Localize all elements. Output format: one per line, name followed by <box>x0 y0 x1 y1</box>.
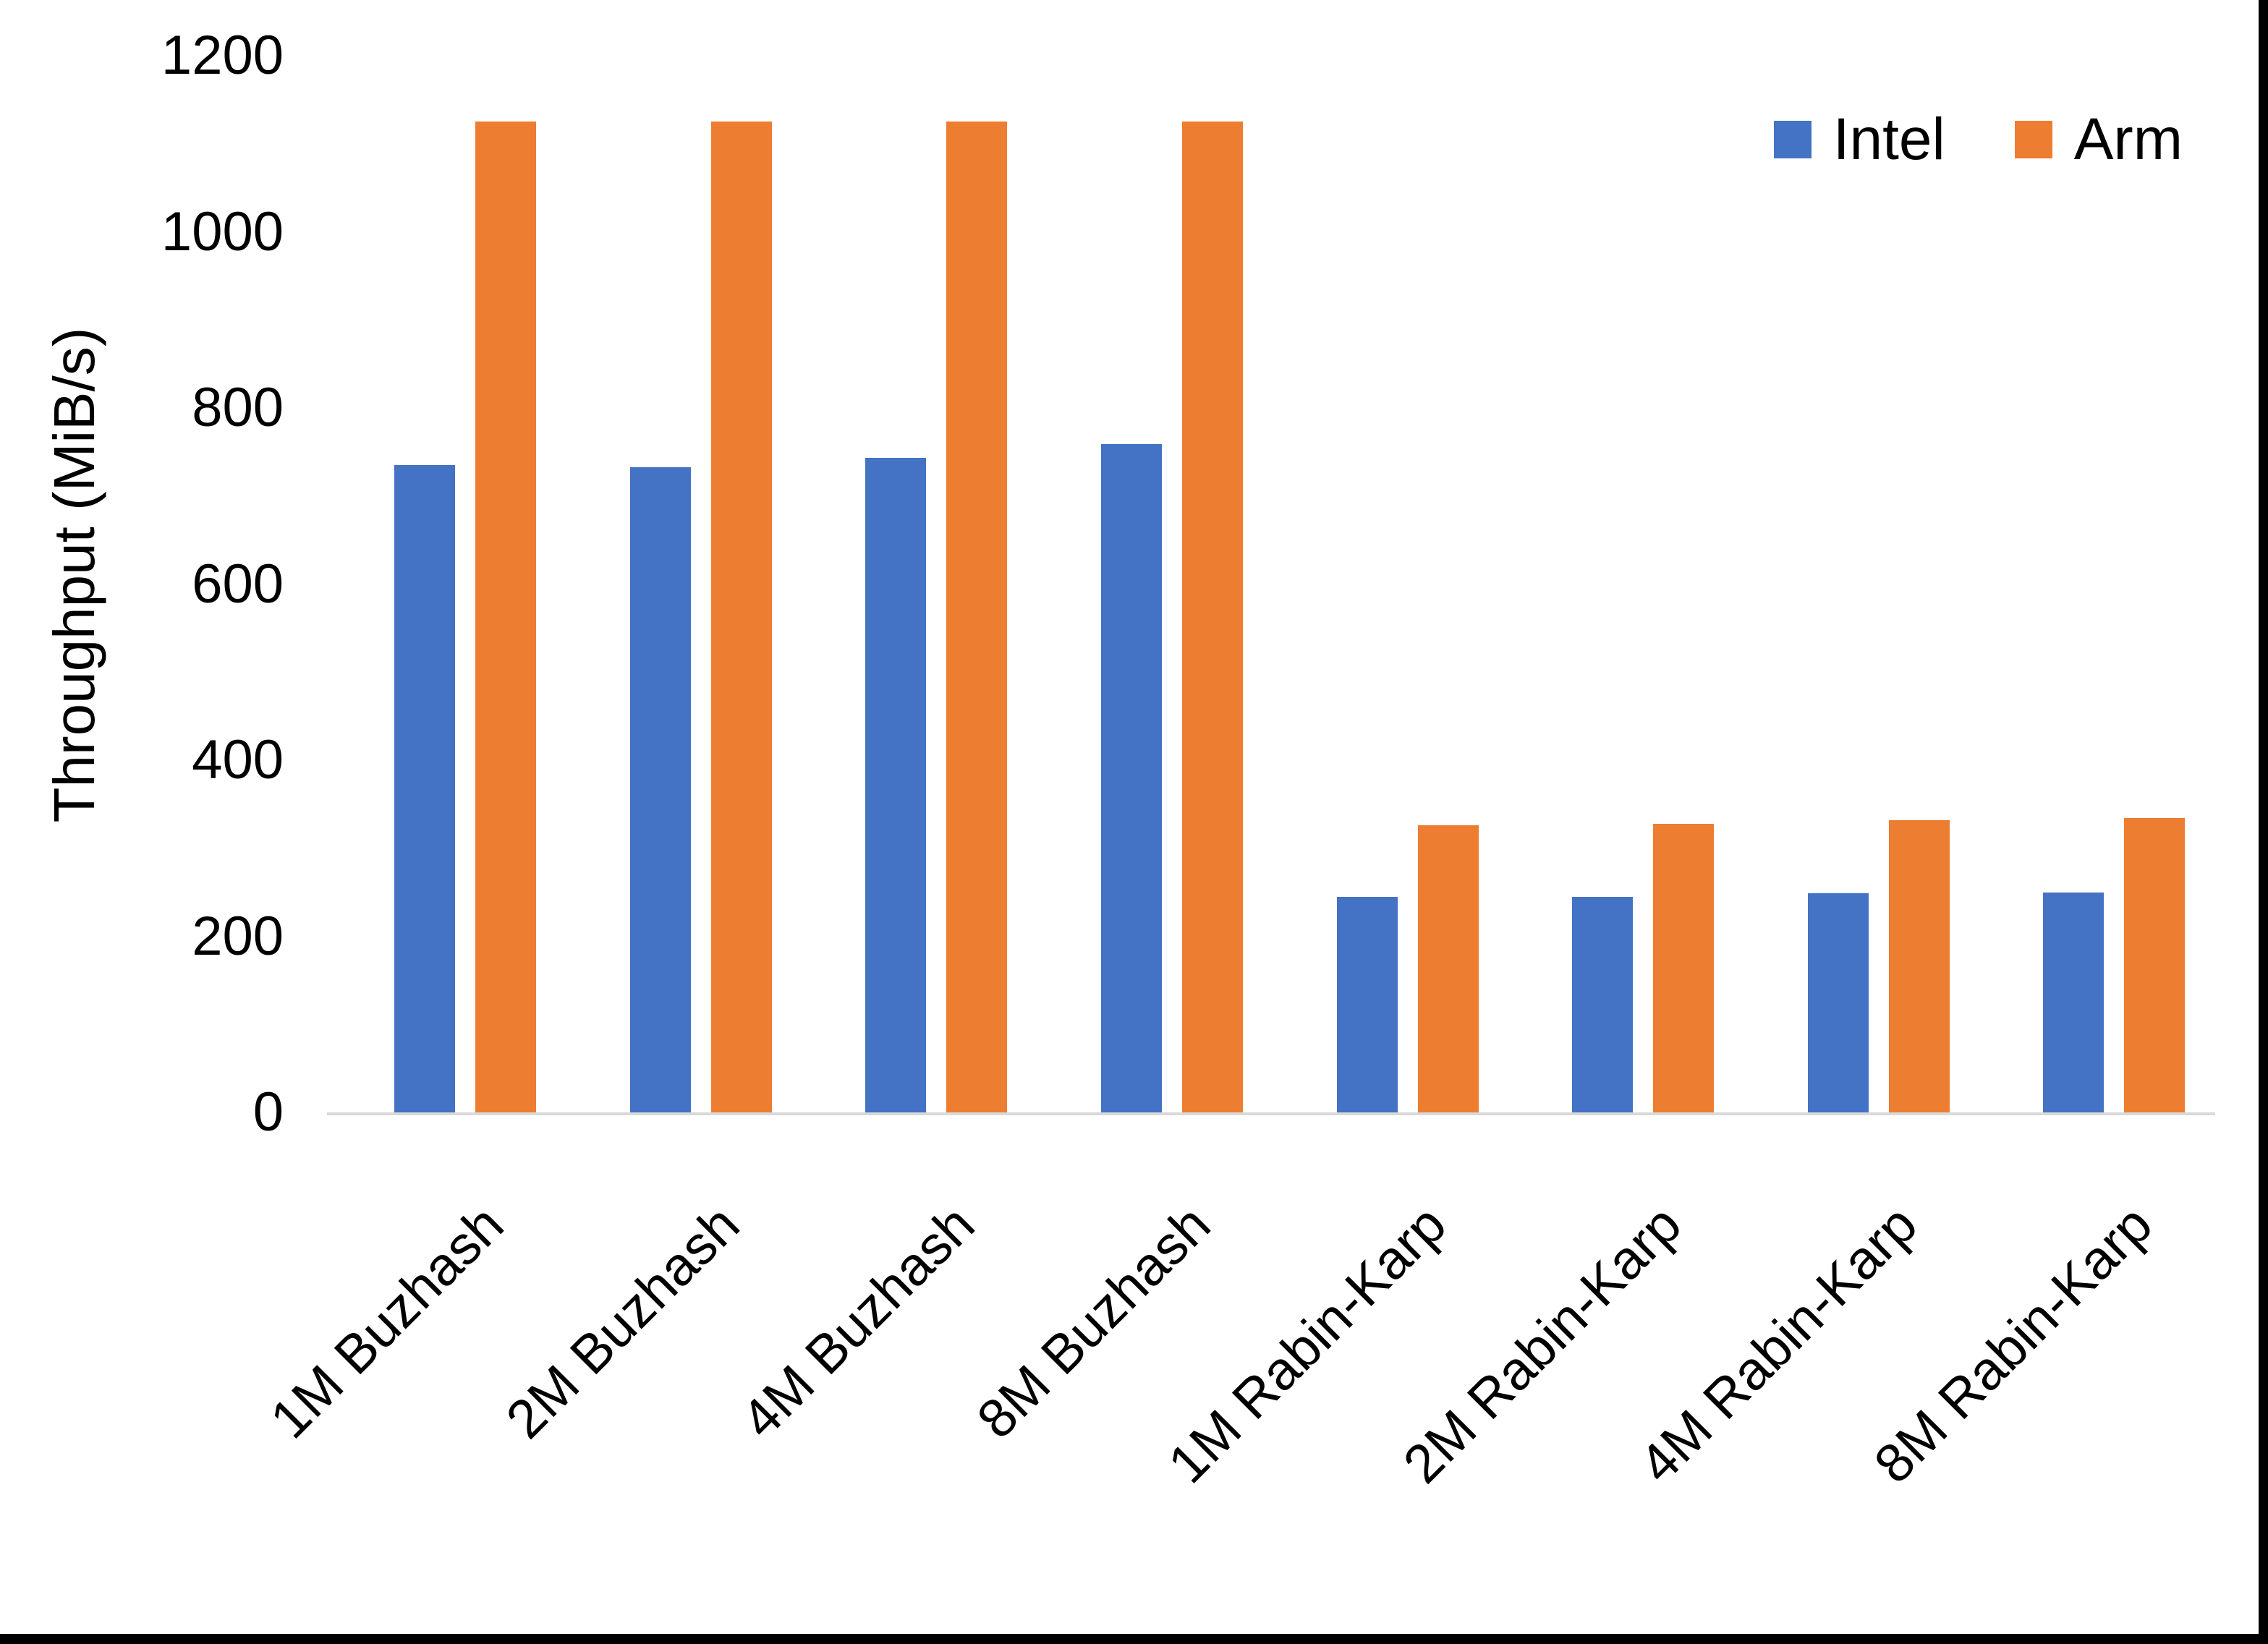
y-tick-label-600: 600 <box>192 553 284 615</box>
y-tick-label-200: 200 <box>192 906 284 967</box>
y-tick-label-1200: 1200 <box>161 25 284 86</box>
legend-item-intel: Intel <box>1773 106 1945 172</box>
bar-intel-1m-rabin-karp <box>1337 897 1398 1112</box>
page-edge-right <box>2259 0 2268 1644</box>
bar-arm-8m-buzhash <box>1182 122 1243 1112</box>
x-tick-label-4m-buzhash: 4M Buzhash <box>729 1193 986 1450</box>
y-tick-label-1000: 1000 <box>161 201 284 263</box>
bar-intel-4m-buzhash <box>865 458 926 1112</box>
bar-arm-4m-rabin-karp <box>1889 820 1950 1112</box>
intel-legend-label: Intel <box>1832 106 1945 172</box>
x-tick-label-8m-buzhash: 8M Buzhash <box>965 1193 1222 1450</box>
x-tick-label-2m-buzhash: 2M Buzhash <box>494 1193 751 1450</box>
legend-item-arm: Arm <box>2014 106 2183 172</box>
bar-intel-8m-buzhash <box>1101 444 1162 1112</box>
page-edge-bottom <box>0 1634 2268 1644</box>
bar-intel-2m-buzhash <box>630 467 691 1112</box>
bar-arm-8m-rabin-karp <box>2124 818 2185 1112</box>
intel-legend-swatch <box>1773 121 1812 158</box>
y-tick-label-0: 0 <box>252 1081 284 1143</box>
x-tick-label-1m-buzhash: 1M Buzhash <box>258 1193 515 1450</box>
bar-arm-1m-rabin-karp <box>1418 825 1479 1112</box>
bar-arm-4m-buzhash <box>946 122 1007 1112</box>
bar-arm-2m-buzhash <box>711 122 772 1112</box>
arm-legend-swatch <box>2014 121 2052 158</box>
bar-intel-4m-rabin-karp <box>1808 893 1869 1112</box>
bar-intel-1m-buzhash <box>394 465 455 1112</box>
legend: Intel Arm <box>1773 106 2183 172</box>
y-tick-label-400: 400 <box>192 729 284 791</box>
bar-intel-2m-rabin-karp <box>1572 897 1633 1112</box>
arm-legend-label: Arm <box>2073 106 2183 172</box>
x-axis-line <box>327 1112 2215 1115</box>
bar-arm-2m-rabin-karp <box>1653 824 1714 1112</box>
bar-intel-8m-rabin-karp <box>2043 893 2104 1112</box>
bar-arm-1m-buzhash <box>475 122 536 1112</box>
y-tick-label-800: 800 <box>192 377 284 438</box>
